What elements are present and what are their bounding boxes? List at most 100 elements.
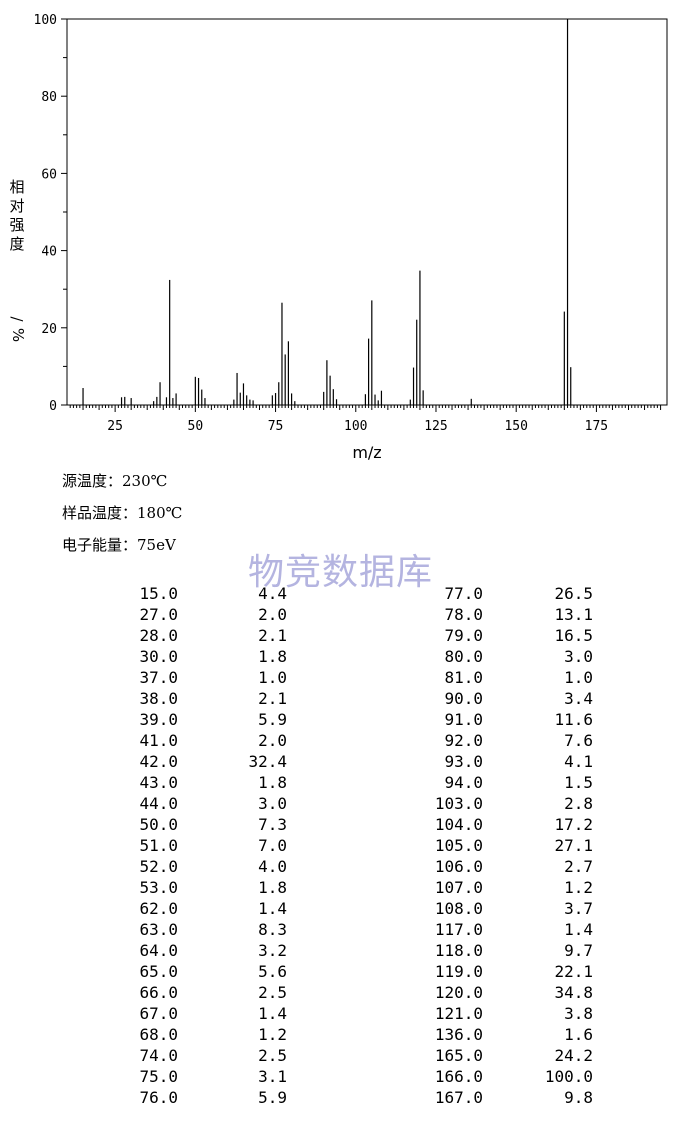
- mz-value: 136.0: [434, 1025, 483, 1044]
- table-row: 43.0 1.8 94.0 1.5: [0, 773, 681, 794]
- mz-value: 93.0: [444, 752, 483, 771]
- mz-value: 94.0: [444, 773, 483, 792]
- table-row: 74.0 2.5 165.0 24.2: [0, 1046, 681, 1067]
- x-tick-label: 125: [424, 419, 447, 434]
- intensity-value: 9.7: [564, 941, 593, 960]
- mz-value: 108.0: [434, 899, 483, 918]
- mass-spectrum-chart: 0 20 40 60 80 100 25 50 75 100 125 150 175 m/z 相对强度…: [8, 13, 668, 462]
- intensity-value: 1.2: [258, 1025, 287, 1044]
- mz-value: 91.0: [444, 710, 483, 729]
- intensity-value: 1.5: [564, 773, 593, 792]
- table-row: 53.0 1.8 107.0 1.2: [0, 878, 681, 899]
- intensity-value: 2.5: [258, 983, 287, 1002]
- intensity-value: 1.4: [258, 1004, 287, 1023]
- intensity-value: 4.4: [258, 584, 287, 603]
- mz-value: 44.0: [139, 794, 178, 813]
- table-row: 76.0 5.9 167.0 9.8: [0, 1088, 681, 1109]
- intensity-value: 2.7: [564, 857, 593, 876]
- intensity-value: 2.5: [258, 1046, 287, 1065]
- y-tick-label: 100: [34, 13, 57, 28]
- table-row: 44.0 3.0 103.0 2.8: [0, 794, 681, 815]
- intensity-value: 27.1: [554, 836, 593, 855]
- x-tick-label: 75: [268, 419, 284, 434]
- mz-value: 107.0: [434, 878, 483, 897]
- intensity-value: 1.6: [564, 1025, 593, 1044]
- mz-value: 103.0: [434, 794, 483, 813]
- table-row: 62.0 1.4 108.0 3.7: [0, 899, 681, 920]
- mz-value: 65.0: [139, 962, 178, 981]
- intensity-value: 1.4: [258, 899, 287, 918]
- table-row: 67.0 1.4 121.0 3.8: [0, 1004, 681, 1025]
- table-row: 68.0 1.2 136.0 1.6: [0, 1025, 681, 1046]
- mz-value: 104.0: [434, 815, 483, 834]
- intensity-value: 3.1: [258, 1067, 287, 1086]
- mz-value: 63.0: [139, 920, 178, 939]
- mz-value: 53.0: [139, 878, 178, 897]
- intensity-value: 7.3: [258, 815, 287, 834]
- intensity-value: 1.0: [564, 668, 593, 687]
- mz-value: 38.0: [139, 689, 178, 708]
- mz-value: 27.0: [139, 605, 178, 624]
- mz-value: 80.0: [444, 647, 483, 666]
- y-axis-ticks: 0 20 40 60 80 100: [34, 13, 67, 414]
- y-label-char: %: [9, 328, 27, 342]
- mz-value: 78.0: [444, 605, 483, 624]
- y-label-char: 相: [9, 178, 24, 196]
- intensity-value: 13.1: [554, 605, 593, 624]
- watermark: 物竞数据库: [247, 552, 433, 593]
- mz-value: 165.0: [434, 1046, 483, 1065]
- intensity-value: 1.2: [564, 878, 593, 897]
- mz-value: 105.0: [434, 836, 483, 855]
- intensity-value: 7.6: [564, 731, 593, 750]
- y-tick-label: 0: [49, 399, 57, 414]
- mz-value: 120.0: [434, 983, 483, 1002]
- mz-value: 79.0: [444, 626, 483, 645]
- intensity-value: 100.0: [544, 1067, 593, 1086]
- mz-value: 106.0: [434, 857, 483, 876]
- mz-value: 75.0: [139, 1067, 178, 1086]
- mz-value: 68.0: [139, 1025, 178, 1044]
- mz-value: 15.0: [139, 584, 178, 603]
- mz-value: 74.0: [139, 1046, 178, 1065]
- table-row: 27.0 2.0 78.0 13.1: [0, 605, 681, 626]
- intensity-value: 11.6: [554, 710, 593, 729]
- intensity-value: 2.1: [258, 689, 287, 708]
- x-axis-label: m/z: [352, 443, 381, 462]
- mz-value: 42.0: [139, 752, 178, 771]
- intensity-value: 8.3: [258, 920, 287, 939]
- y-tick-label: 40: [41, 245, 57, 260]
- mz-value: 51.0: [139, 836, 178, 855]
- x-tick-label: 175: [585, 419, 608, 434]
- intensity-value: 32.4: [248, 752, 287, 771]
- plot-border: [66, 18, 668, 406]
- intensity-value: 1.8: [258, 878, 287, 897]
- x-tick-label: 150: [504, 419, 527, 434]
- intensity-value: 26.5: [554, 584, 593, 603]
- table-row: 50.0 7.3 104.0 17.2: [0, 815, 681, 836]
- table-row: 52.0 4.0 106.0 2.7: [0, 857, 681, 878]
- intensity-value: 3.0: [258, 794, 287, 813]
- electron-energy: 电子能量：75eV: [62, 536, 176, 554]
- plot-frame: [66, 18, 668, 406]
- mz-value: 50.0: [139, 815, 178, 834]
- intensity-value: 5.9: [258, 1088, 287, 1107]
- mz-value: 90.0: [444, 689, 483, 708]
- intensity-value: 17.2: [554, 815, 593, 834]
- source-temperature: 源温度：230℃: [62, 472, 168, 490]
- x-tick-label: 25: [107, 419, 123, 434]
- table-row: 37.0 1.0 81.0 1.0: [0, 668, 681, 689]
- mz-value: 39.0: [139, 710, 178, 729]
- mz-value: 81.0: [444, 668, 483, 687]
- y-label-char: 度: [9, 235, 24, 253]
- intensity-value: 7.0: [258, 836, 287, 855]
- table-row: 66.0 2.5 120.0 34.8: [0, 983, 681, 1004]
- intensity-value: 3.4: [564, 689, 593, 708]
- table-row: 42.0 32.4 93.0 4.1: [0, 752, 681, 773]
- y-tick-label: 60: [41, 167, 57, 182]
- x-tick-label: 100: [344, 419, 367, 434]
- mz-value: 167.0: [434, 1088, 483, 1107]
- mz-value: 62.0: [139, 899, 178, 918]
- intensity-value: 9.8: [564, 1088, 593, 1107]
- intensity-value: 22.1: [554, 962, 593, 981]
